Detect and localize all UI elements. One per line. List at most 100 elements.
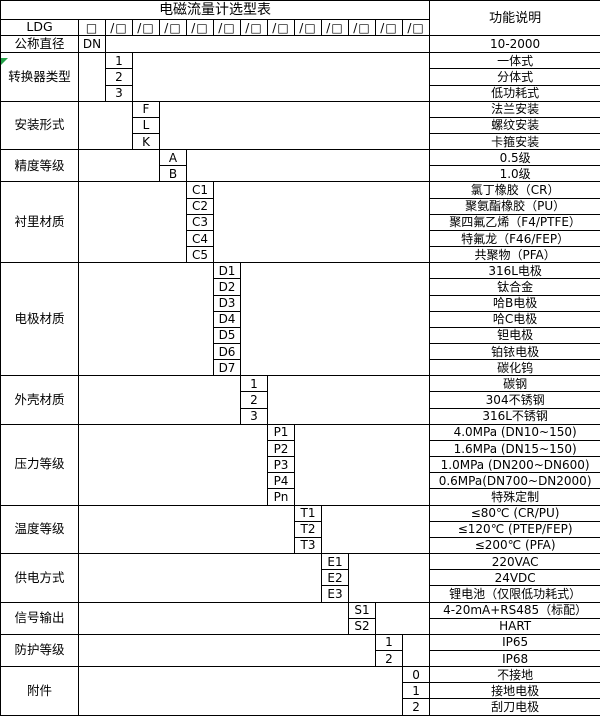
empty-cell [78, 149, 160, 183]
desc-cell: 法兰安装 [429, 100, 600, 118]
desc-cell: 特殊定制 [429, 488, 600, 506]
desc-cell: 不接地 [429, 666, 600, 684]
desc-cell: 共聚物（PFA） [429, 246, 600, 264]
empty-cell [78, 553, 322, 603]
model-prefix-label: LDG [0, 18, 79, 37]
code-cell: T2 [294, 520, 322, 538]
code-cell: 1 [375, 633, 403, 651]
desc-cell: 10-2000 [429, 35, 600, 54]
code-cell: C1 [186, 181, 214, 199]
group-label-power-supply: 供电方式 [0, 553, 79, 603]
desc-cell: 聚四氟乙烯（F4/PTFE） [429, 213, 600, 231]
code-cell: P3 [267, 456, 295, 474]
code-cell: S1 [348, 601, 376, 619]
group-label-diameter: 公称直径 [0, 35, 79, 54]
model-code-slot: /□ [186, 18, 214, 37]
desc-cell: 24VDC [429, 569, 600, 587]
empty-cell [185, 149, 431, 183]
desc-cell: 特氟龙（F46/FEP） [429, 229, 600, 248]
desc-cell: 分体式 [429, 68, 600, 86]
desc-cell: 316L不锈钢 [429, 407, 600, 425]
desc-cell: HART [429, 617, 600, 635]
empty-cell [78, 423, 268, 506]
table-title: 电磁流量计选型表 [0, 0, 431, 20]
desc-cell: 4.0MPa (DN10~150) [429, 423, 600, 441]
desc-cell: ≤120℃ (PTEP/FEP) [429, 520, 600, 538]
excel-error-marker-icon [1, 58, 8, 66]
empty-cell [78, 100, 133, 151]
code-cell: P2 [267, 439, 295, 458]
desc-cell: 刮刀电极 [429, 698, 600, 716]
code-cell: A [159, 149, 187, 167]
code-cell: D7 [213, 359, 241, 377]
model-code-slot: /□ [240, 18, 268, 37]
empty-cell [78, 52, 106, 102]
code-cell: 2 [105, 68, 133, 86]
desc-cell: 氯丁橡胶（CR） [429, 181, 600, 199]
desc-cell: 1.0级 [429, 165, 600, 183]
code-cell: E3 [321, 585, 349, 603]
desc-cell: 钛合金 [429, 278, 600, 296]
code-cell: 3 [240, 407, 268, 425]
empty-cell [212, 181, 431, 264]
function-column-header: 功能说明 [429, 0, 600, 37]
group-label-pressure: 压力等级 [0, 423, 79, 506]
group-label-signal-output: 信号输出 [0, 601, 79, 635]
desc-cell: 聚氨酯橡胶（PU） [429, 197, 600, 215]
group-label-liner: 衬里材质 [0, 181, 79, 264]
desc-cell: 220VAC [429, 553, 600, 571]
desc-cell: 卡箍安装 [429, 132, 600, 151]
code-cell: L [132, 116, 160, 134]
code-cell: 0 [401, 666, 431, 684]
model-code-slot: /□ [105, 18, 133, 37]
group-label-converter: 转换器类型 [0, 52, 79, 102]
model-code-slot: /□ [213, 18, 241, 37]
empty-cell [78, 633, 376, 668]
code-cell: S2 [348, 617, 376, 635]
code-cell: 1 [105, 52, 133, 70]
desc-cell: 一体式 [429, 52, 600, 70]
desc-cell: 0.6MPa(DN700~DN2000) [429, 472, 600, 490]
desc-cell: 锂电池（仅限低功耗式） [429, 585, 600, 603]
desc-cell: 接地电极 [429, 682, 600, 700]
desc-cell: 4-20mA+RS485（标配） [429, 601, 600, 619]
code-cell: D6 [213, 343, 241, 361]
group-label-text: 转换器类型 [8, 68, 71, 84]
code-cell: 2 [375, 649, 403, 668]
empty-cell [131, 52, 431, 102]
model-code-slot: /□ [375, 18, 403, 37]
group-label-accessories: 附件 [0, 666, 79, 716]
model-code-slot: /□ [321, 18, 349, 37]
code-cell: P1 [267, 423, 295, 441]
desc-cell: IP65 [429, 633, 600, 651]
empty-cell [158, 100, 431, 151]
empty-cell [78, 601, 349, 635]
code-cell: B [159, 165, 187, 183]
desc-cell: 1.0MPa (DN200~DN600) [429, 456, 600, 474]
empty-cell [78, 375, 241, 425]
empty-cell [239, 262, 431, 377]
code-cell: D4 [213, 310, 241, 328]
empty-cell [78, 504, 295, 555]
empty-cell [347, 553, 431, 603]
desc-cell: 低功耗式 [429, 84, 600, 102]
code-cell: 1 [240, 375, 268, 393]
code-cell: T1 [294, 504, 322, 522]
model-code-slot: /□ [348, 18, 376, 37]
empty-cell [78, 666, 403, 716]
empty-cell [401, 633, 431, 668]
empty-cell [293, 423, 431, 506]
code-cell: D2 [213, 278, 241, 296]
desc-cell: 哈B电极 [429, 294, 600, 312]
code-cell: 3 [105, 84, 133, 102]
code-cell: E2 [321, 569, 349, 587]
group-label-temperature: 温度等级 [0, 504, 79, 555]
code-cell: C5 [186, 246, 214, 264]
desc-cell: 哈C电极 [429, 310, 600, 328]
model-code-slot: /□ [132, 18, 160, 37]
group-label-electrode: 电极材质 [0, 262, 79, 377]
model-code-slot: /□ [401, 18, 431, 37]
empty-cell [266, 375, 431, 425]
